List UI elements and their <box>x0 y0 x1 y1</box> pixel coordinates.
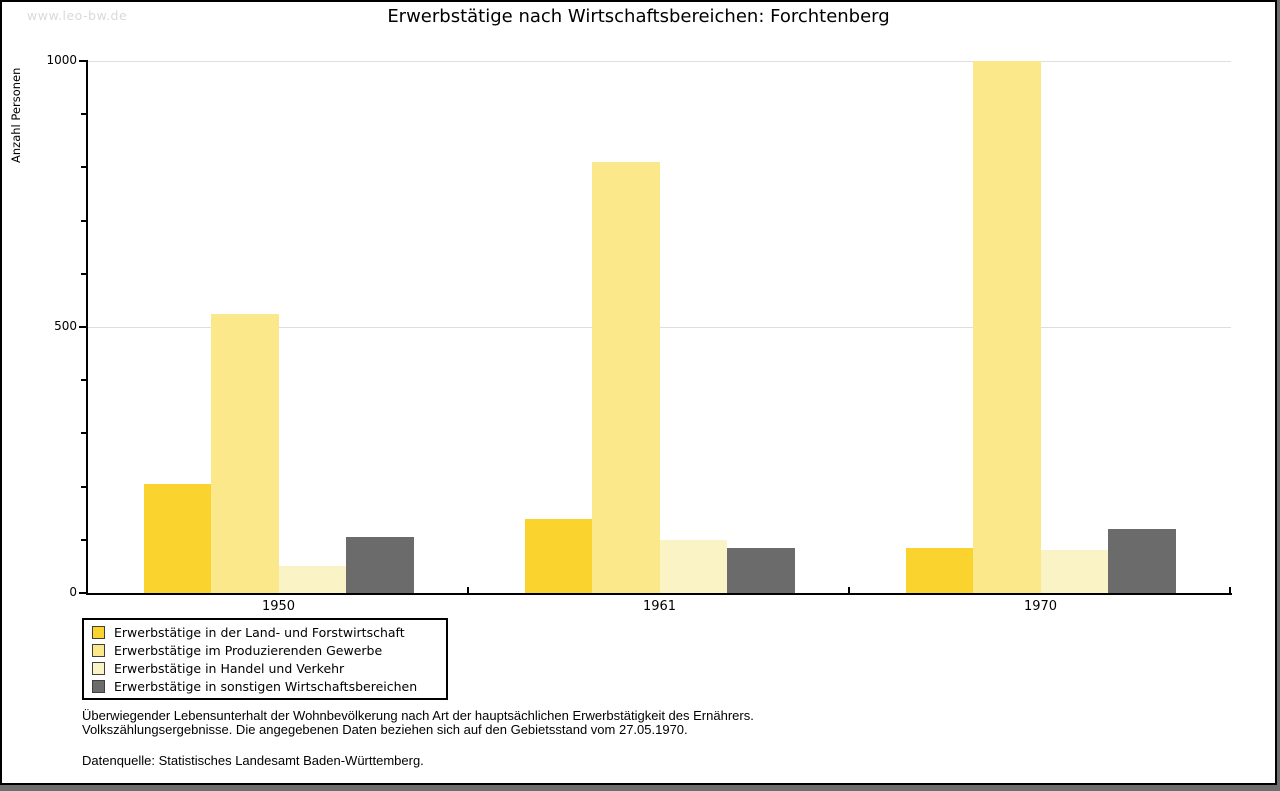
x-tick-3 <box>1229 587 1231 593</box>
y-tick-900 <box>81 113 86 116</box>
legend-box: Erwerbstätige in der Land- und Forstwirt… <box>82 618 448 700</box>
legend-label-2: Erwerbstätige im Produzierenden Gewerbe <box>114 642 383 658</box>
bar-1950-series-4 <box>346 537 414 593</box>
y-tick-800 <box>81 166 86 169</box>
bar-1970-series-4 <box>1108 529 1176 593</box>
legend-item-2: Erwerbstätige im Produzierenden Gewerbe <box>92 641 438 659</box>
category-label-1950: 1950 <box>261 599 296 614</box>
y-tick-200 <box>81 485 86 488</box>
legend-label-1: Erwerbstätige in der Land- und Forstwirt… <box>114 624 405 640</box>
bar-1950-series-2 <box>211 313 279 593</box>
y-tick-1000 <box>79 60 86 62</box>
legend-swatch-3 <box>92 661 105 675</box>
x-tick-2 <box>848 587 850 593</box>
gridline-1000 <box>88 61 1231 62</box>
legend-label-3: Erwerbstätige in Handel und Verkehr <box>114 660 345 676</box>
legend-swatch-4 <box>92 679 105 693</box>
y-tick-500 <box>79 326 86 328</box>
legend-label-4: Erwerbstätige in sonstigen Wirtschaftsbe… <box>114 678 418 694</box>
x-tick-1 <box>467 587 469 593</box>
y-tick-label-0: 0 <box>69 585 77 599</box>
footnote-line-1: Überwiegender Lebensunterhalt der Wohnbe… <box>82 708 754 723</box>
data-source-text: Datenquelle: Statistisches Landesamt Bad… <box>82 753 424 768</box>
y-tick-100 <box>81 538 86 541</box>
bar-1970-series-3 <box>1040 550 1108 593</box>
bar-1970-series-1 <box>905 547 973 593</box>
bar-1961-series-1 <box>524 518 592 593</box>
y-tick-label-500: 500 <box>54 319 77 333</box>
bar-1961-series-4 <box>727 547 795 593</box>
category-label-1970: 1970 <box>1023 599 1058 614</box>
gridline-500 <box>88 327 1231 328</box>
y-tick-700 <box>81 219 86 222</box>
bar-1961-series-3 <box>659 539 727 593</box>
x-axis-line <box>86 593 1232 595</box>
footnote-text: Überwiegender Lebensunterhalt der Wohnbe… <box>82 709 754 737</box>
category-label-1961: 1961 <box>642 599 677 614</box>
y-axis-line <box>86 60 88 595</box>
legend-swatch-1 <box>92 625 105 639</box>
y-tick-0 <box>79 592 86 594</box>
bar-1961-series-2 <box>592 162 660 593</box>
legend-item-3: Erwerbstätige in Handel und Verkehr <box>92 659 438 677</box>
bar-1950-series-1 <box>143 483 211 593</box>
y-tick-600 <box>81 272 86 275</box>
bar-1950-series-3 <box>278 566 346 593</box>
y-axis-label: Anzahl Personen <box>9 67 23 163</box>
chart-title: Erwerbstätige nach Wirtschaftsbereichen:… <box>387 6 890 27</box>
legend-swatch-2 <box>92 643 105 657</box>
footnote-line-2: Volkszählungsergebnisse. Die angegebenen… <box>82 722 688 737</box>
watermark: www.leo-bw.de <box>27 8 128 23</box>
y-tick-300 <box>81 432 86 435</box>
bar-1970-series-2 <box>973 61 1041 593</box>
legend-item-1: Erwerbstätige in der Land- und Forstwirt… <box>92 623 438 641</box>
legend-item-4: Erwerbstätige in sonstigen Wirtschaftsbe… <box>92 677 438 695</box>
y-tick-label-1000: 1000 <box>46 53 77 67</box>
y-tick-400 <box>81 379 86 382</box>
